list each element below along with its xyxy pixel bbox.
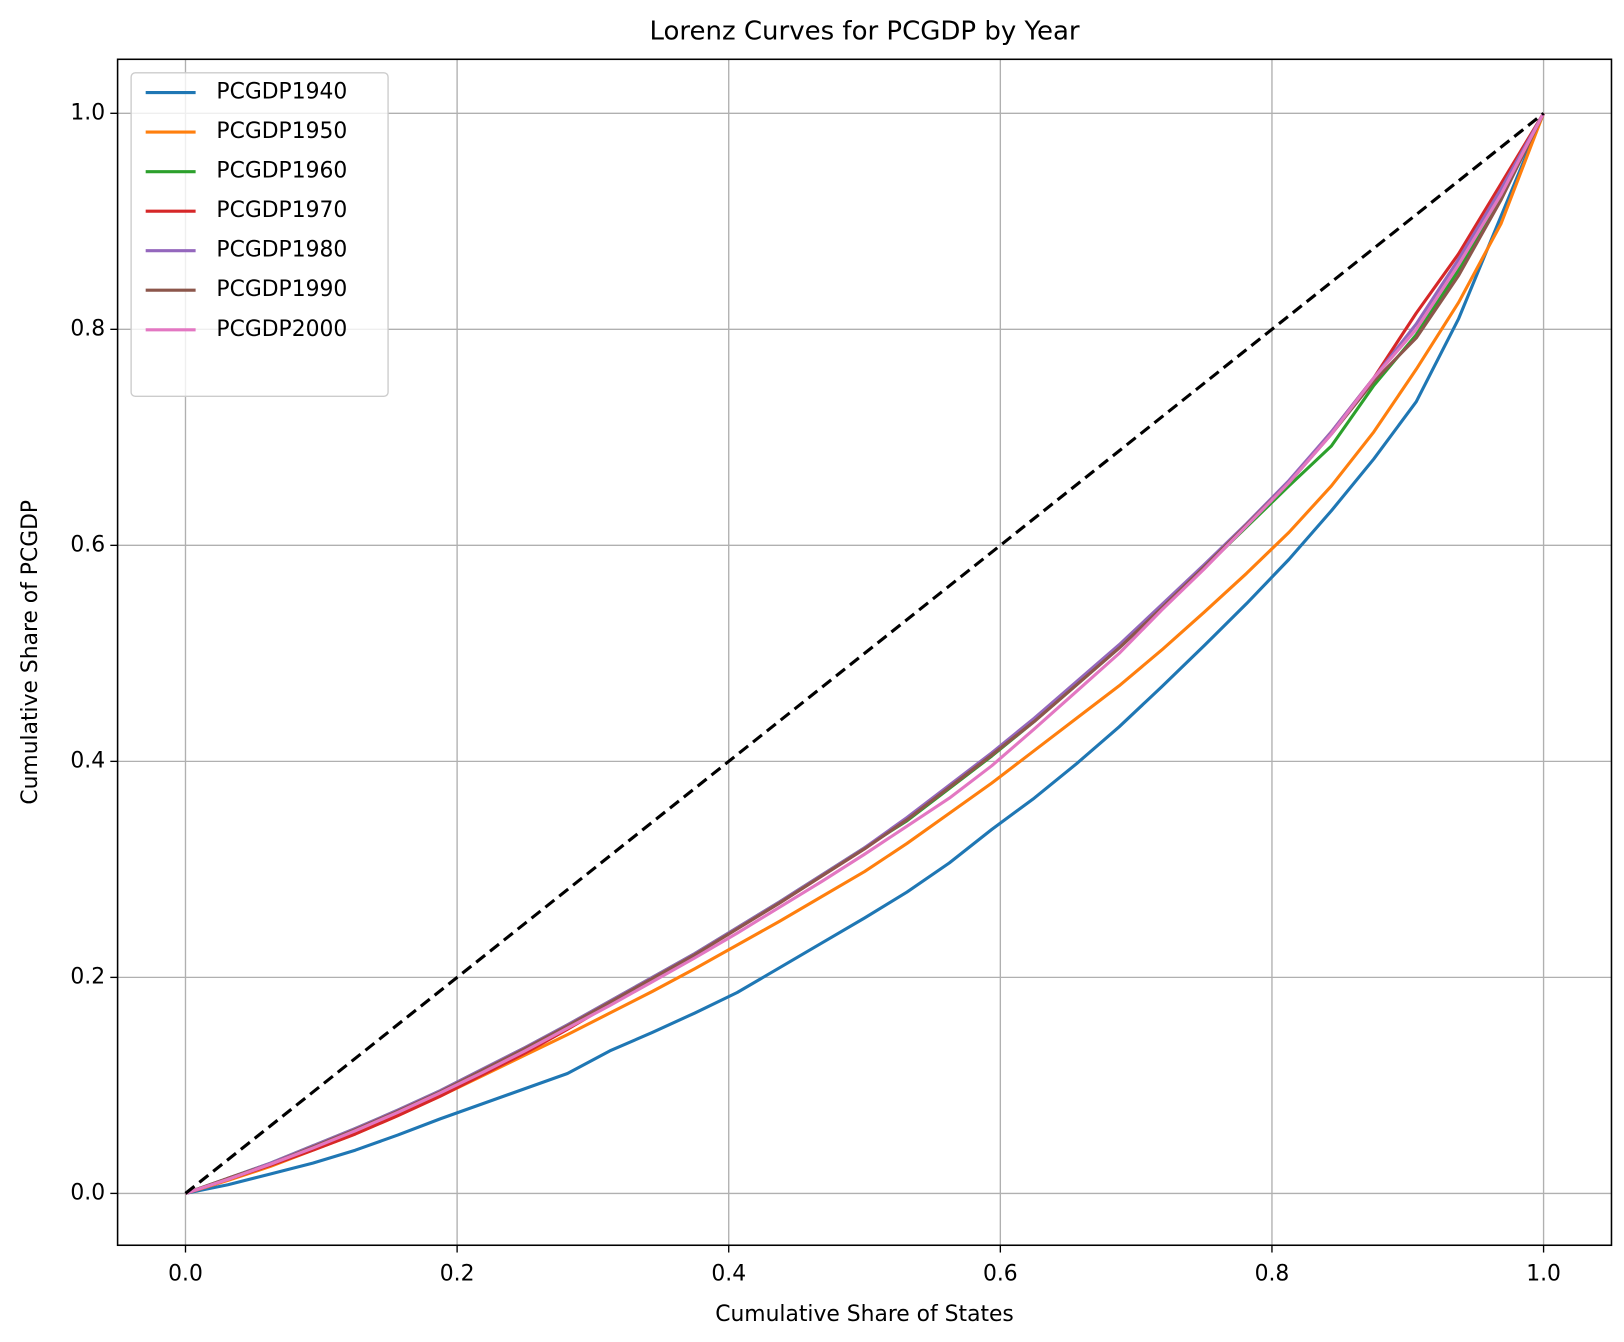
x-tick-label: 1.0 — [1526, 1261, 1561, 1286]
legend-label: PCGDP1960 — [216, 159, 347, 184]
legend-frame — [130, 72, 389, 398]
x-tick-label: 0.0 — [168, 1261, 203, 1286]
legend-label: PCGDP1980 — [216, 238, 347, 263]
y-tick-label: 0.2 — [70, 964, 105, 989]
series-line — [185, 112, 1546, 1195]
reference-line — [184, 112, 1545, 1195]
legend-label: PCGDP1990 — [216, 277, 347, 302]
legend: PCGDP1940 PCGDP1950 PCGDP1960 PCGDP1970 PCGD… — [130, 72, 389, 398]
x-tick-label: 0.6 — [983, 1261, 1018, 1286]
y-tick-label: 1.0 — [70, 100, 105, 125]
legend-label: PCGDP1970 — [216, 198, 347, 223]
y-tick-label: 0.0 — [70, 1180, 105, 1205]
y-tick-label: 0.8 — [70, 316, 105, 341]
legend-label: PCGDP1950 — [216, 119, 347, 144]
y-tick-label: 0.4 — [70, 748, 105, 773]
x-axis-label: Cumulative Share of States — [715, 1302, 1014, 1327]
legend-label: PCGDP1940 — [216, 80, 347, 105]
y-tick-label: 0.6 — [70, 532, 105, 557]
x-tick-label: 0.2 — [440, 1261, 475, 1286]
chart-title: Lorenz Curves for PCGDP by Year — [649, 17, 1079, 47]
x-tick-label: 0.4 — [711, 1261, 746, 1286]
legend-label: PCGDP2000 — [216, 317, 347, 342]
series-line — [185, 112, 1545, 1195]
axes-frame — [116, 58, 1613, 1247]
x-tick-label: 0.8 — [1255, 1261, 1290, 1286]
y-axis-label: Cumulative Share of PCGDP — [18, 500, 43, 805]
